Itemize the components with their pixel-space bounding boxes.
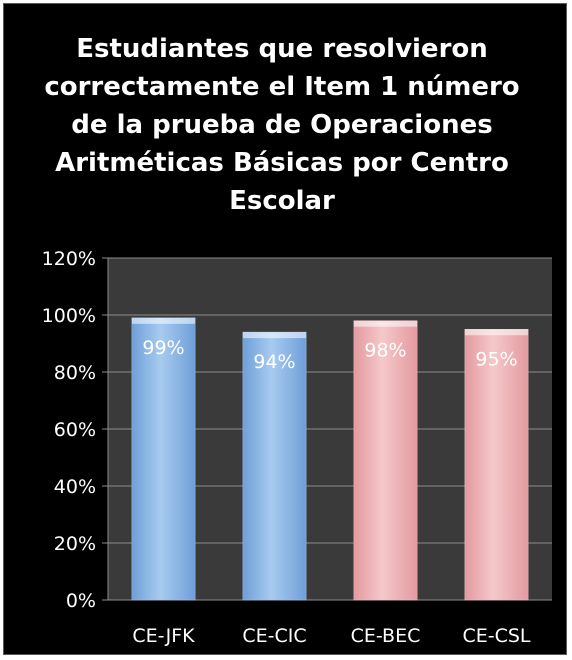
bar-ce-jfk bbox=[131, 317, 196, 601]
x-tick-label: CE-JFK bbox=[132, 625, 195, 647]
y-tick-label: 60% bbox=[54, 419, 96, 441]
bar-ce-bec bbox=[353, 320, 418, 601]
data-label-ce-jfk: 99% bbox=[142, 337, 184, 359]
bars bbox=[131, 317, 529, 601]
y-tick-label: 40% bbox=[54, 476, 96, 498]
data-label-ce-cic: 94% bbox=[253, 351, 295, 373]
x-tick-label: CE-CSL bbox=[462, 625, 530, 647]
y-tick-label: 120% bbox=[42, 248, 96, 270]
chart-title: Estudiantes que resolvieron correctament… bbox=[44, 34, 520, 216]
bar-ce-csl bbox=[464, 329, 529, 601]
y-tick-label: 0% bbox=[66, 590, 96, 612]
y-axis: 0% 20% 40% 60% 80% 100% 120% bbox=[42, 248, 109, 612]
y-tick-label: 100% bbox=[42, 305, 96, 327]
labels: 99% CE-JFK 94% CE-CIC 98% CE-BEC 95% CE-CSL bbox=[132, 337, 531, 647]
data-label-ce-bec: 98% bbox=[364, 340, 406, 362]
x-tick-label: CE-BEC bbox=[351, 625, 421, 647]
bar-highlight bbox=[242, 332, 307, 339]
y-tick-label: 80% bbox=[54, 362, 96, 384]
data-label-ce-csl: 95% bbox=[475, 348, 517, 370]
bar-highlight bbox=[464, 329, 529, 336]
x-tick-label: CE-CIC bbox=[242, 625, 306, 647]
y-tick-label: 20% bbox=[54, 533, 96, 555]
bar-highlight bbox=[353, 320, 418, 327]
bar-highlight bbox=[131, 317, 196, 324]
bar-ce-cic bbox=[242, 331, 307, 601]
